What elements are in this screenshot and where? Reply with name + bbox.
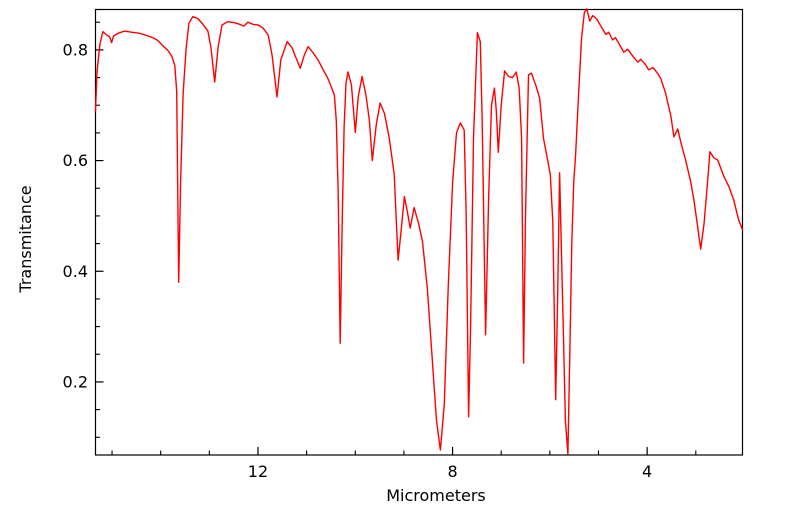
plot-area: 12 8 4 0.2 0.4 0.6 0.8 — [63, 8, 744, 481]
plot-border — [94, 8, 744, 456]
y-axis-label: Transmitance — [16, 185, 35, 293]
x-tick-label: 4 — [642, 462, 652, 481]
y-tick-label: 0.2 — [63, 372, 88, 391]
spectrum-line — [94, 8, 744, 455]
y-tick-label: 0.4 — [63, 262, 88, 281]
y-tick-label: 0.6 — [63, 151, 88, 170]
x-tick-label: 8 — [447, 462, 457, 481]
x-axis-label: Micrometers — [386, 486, 486, 505]
x-tick-label: 12 — [248, 462, 268, 481]
y-tick-label: 0.8 — [63, 40, 88, 59]
